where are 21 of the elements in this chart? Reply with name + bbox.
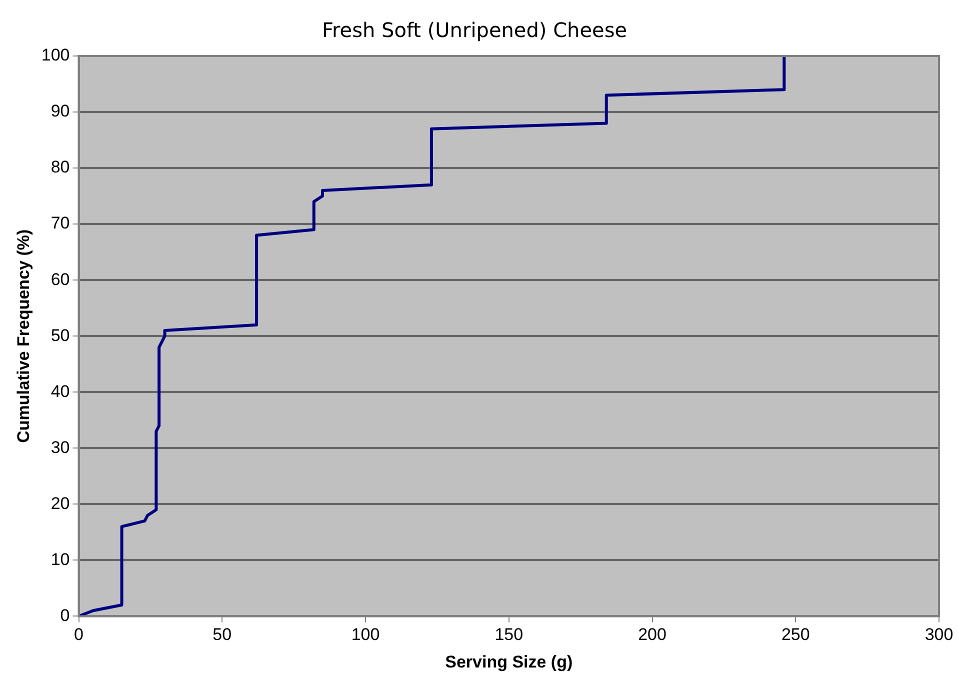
y-tick-label: 30 <box>50 438 70 457</box>
y-tick-label: 60 <box>50 270 70 289</box>
y-tick-label: 0 <box>60 606 70 625</box>
x-tick-label: 100 <box>351 625 380 644</box>
x-tick-label: 50 <box>212 625 232 644</box>
y-axis-title: Cumulative Frequency (%) <box>14 229 33 443</box>
y-tick-label: 80 <box>50 158 70 177</box>
x-tick-label: 0 <box>74 625 84 644</box>
y-tick-label: 100 <box>41 46 70 65</box>
x-tick-label: 150 <box>494 625 524 644</box>
y-tick-label: 10 <box>50 550 70 569</box>
y-tick-label: 90 <box>50 102 70 121</box>
x-axis-title: Serving Size (g) <box>445 652 573 672</box>
x-tick-label: 200 <box>638 625 666 644</box>
y-tick-label: 20 <box>50 494 70 513</box>
y-tick-label: 50 <box>50 326 70 345</box>
x-tick-label: 250 <box>781 625 810 644</box>
x-tick-label: 300 <box>924 625 954 644</box>
y-tick-label: 40 <box>50 382 70 401</box>
y-tick-label: 70 <box>50 214 70 233</box>
chart-title: Fresh Soft (Unripened) Cheese <box>322 18 628 42</box>
